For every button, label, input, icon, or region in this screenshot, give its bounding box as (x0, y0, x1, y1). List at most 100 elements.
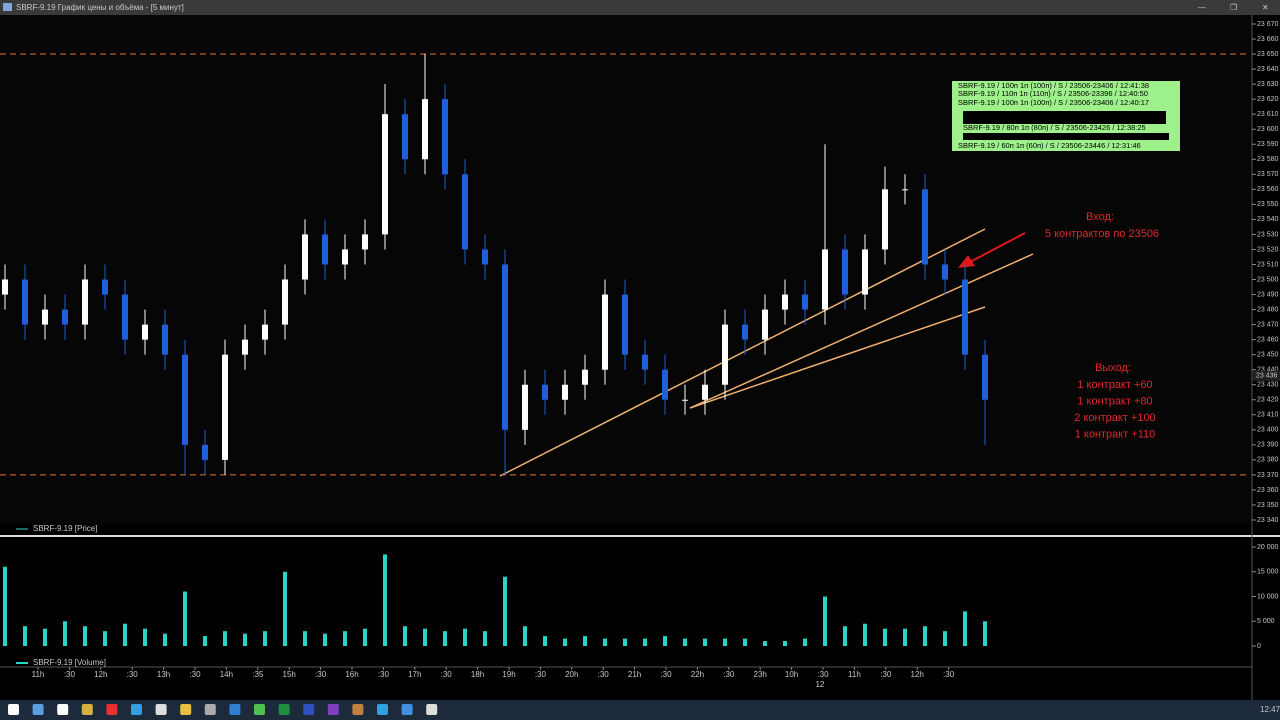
candle-body (542, 384, 548, 400)
redacted (963, 111, 1166, 124)
y-tick-label: 23 400 (1257, 427, 1279, 434)
candle-body (382, 114, 388, 235)
taskbar-icon[interactable] (32, 704, 44, 715)
y-tick-label: 23 470 (1257, 321, 1279, 328)
candle-body (462, 174, 468, 250)
volume-bar (483, 631, 487, 646)
y-tick-label: 23 370 (1257, 472, 1279, 479)
candle-body (742, 324, 748, 340)
volume-bar (423, 628, 427, 646)
x-tick-label: :30 (880, 670, 892, 679)
volume-bar (303, 631, 307, 646)
exit-line: 1 контракт +60 (1077, 379, 1152, 391)
candle-body (302, 234, 308, 280)
candle-body (342, 249, 348, 265)
y-tick-label: 0 (1257, 643, 1261, 650)
x-tick-label: 14h (220, 670, 233, 679)
candle-body (262, 324, 268, 340)
y-tick-label: 23 620 (1257, 96, 1279, 103)
y-tick-label: 10 000 (1257, 593, 1279, 600)
volume-bar (803, 638, 807, 646)
taskbar-icon[interactable] (352, 704, 364, 715)
volume-bar (863, 623, 867, 646)
volume-bar (363, 628, 367, 646)
x-tick-label: :35 (252, 670, 264, 679)
candle-body (862, 249, 868, 295)
x-tick-label: :30 (315, 670, 327, 679)
y-tick-label: 23 550 (1257, 201, 1279, 208)
volume-bar (263, 631, 267, 646)
taskbar-icon[interactable] (106, 704, 118, 715)
candle-body (622, 294, 628, 355)
candle-body (902, 189, 908, 191)
taskbar-icon[interactable] (401, 704, 413, 715)
taskbar-icon[interactable] (254, 704, 265, 715)
taskbar-icon[interactable] (81, 704, 93, 715)
x-tick-label: :30 (441, 670, 453, 679)
taskbar-icon[interactable] (327, 704, 339, 715)
x-tick-label: 18h (471, 670, 484, 679)
taskbar-icon[interactable] (278, 704, 290, 715)
candle-body (482, 249, 488, 265)
x-tick-label: 15h (283, 670, 296, 679)
minimize[interactable]: — (1198, 3, 1206, 12)
volume-bar (203, 636, 207, 646)
taskbar-icon[interactable] (303, 704, 315, 715)
volume-bar (223, 631, 227, 646)
y-tick-label: 23 630 (1257, 81, 1279, 88)
volume-bar (743, 638, 747, 646)
taskbar-icon[interactable] (155, 704, 167, 715)
y-tick-label: 23 600 (1257, 126, 1279, 133)
taskbar-icon[interactable] (377, 704, 388, 715)
close[interactable]: ✕ (1262, 3, 1269, 12)
y-tick-label: 23 510 (1257, 261, 1279, 268)
taskbar-icon[interactable] (204, 704, 216, 715)
current-price-box (1253, 370, 1280, 381)
y-tick-label: 15 000 (1257, 569, 1279, 576)
candle-body (202, 444, 208, 460)
taskbar (0, 700, 1280, 720)
x-tick-label: :30 (64, 670, 76, 679)
order-line: SBRF-9.19 / 100п 1п (100п) / S / 23506-2… (958, 81, 1149, 90)
volume-bar (723, 638, 727, 646)
taskbar-icon[interactable] (180, 704, 192, 715)
candle-body (122, 294, 128, 340)
volume-bar (23, 626, 27, 646)
volume-bar (783, 641, 787, 646)
volume-bar (503, 576, 507, 646)
y-tick-label: 23 420 (1257, 397, 1279, 404)
volume-bar (143, 628, 147, 646)
candle-body (662, 369, 668, 400)
candle-body (442, 99, 448, 175)
taskbar-icon[interactable] (229, 704, 241, 715)
candle-body (102, 279, 108, 295)
clock: 12:47 (1260, 705, 1280, 714)
y-tick-label: 23 480 (1257, 306, 1279, 313)
taskbar-icon[interactable] (426, 704, 438, 715)
candle-body (962, 279, 968, 355)
candle-body (22, 279, 28, 325)
volume-bar (663, 636, 667, 646)
taskbar-icon[interactable] (8, 704, 19, 715)
y-tick-label: 23 380 (1257, 457, 1279, 464)
y-tick-label: 23 640 (1257, 66, 1279, 73)
volume-bar (383, 554, 387, 646)
candle-body (982, 354, 988, 400)
x-tick-label: :30 (660, 670, 672, 679)
taskbar-icon[interactable] (131, 704, 142, 715)
taskbar-icon[interactable] (57, 704, 69, 715)
candle-body (722, 324, 728, 385)
candle-body (182, 354, 188, 445)
x-tick-label: :30 (943, 670, 955, 679)
x-tick-label: 11h (32, 670, 45, 679)
volume-bar (343, 631, 347, 646)
y-tick-label: 23 340 (1257, 517, 1279, 524)
y-tick-label: 23 460 (1257, 336, 1279, 343)
candle-body (422, 99, 428, 160)
candle-body (42, 309, 48, 325)
maximize[interactable]: ❐ (1230, 3, 1237, 12)
current-price-label: 23 436 (1256, 373, 1278, 380)
